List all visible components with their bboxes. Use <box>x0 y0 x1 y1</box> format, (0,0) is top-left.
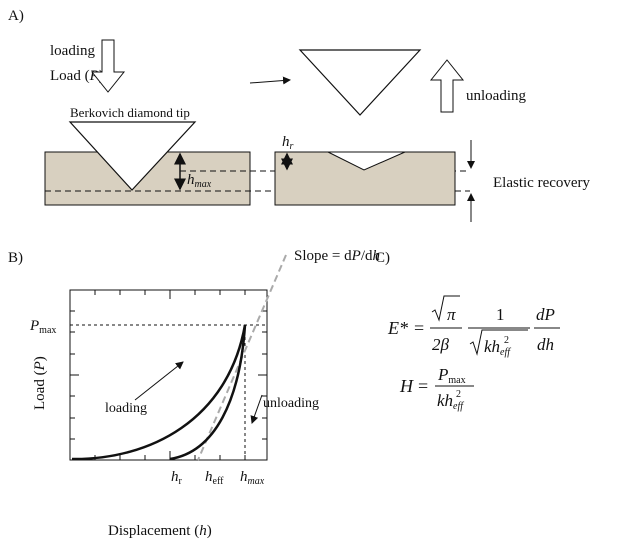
svg-text:kheff: kheff <box>437 391 464 412</box>
text-part: h <box>171 469 179 485</box>
transition-arrow <box>249 76 291 85</box>
x-axis-label: Displacement (h) <box>108 523 212 539</box>
hardness-equation: H = Pmax kheff 2 <box>399 365 474 412</box>
text-part: = <box>418 376 428 396</box>
tip-label: Berkovich diamond tip <box>70 105 190 120</box>
tip-raised <box>298 49 422 116</box>
h-r-tick: hr <box>171 469 183 487</box>
text-part: /d <box>361 248 373 264</box>
svg-text:Pmax: Pmax <box>437 365 466 386</box>
text-part: max <box>248 476 265 487</box>
residual-imprint <box>327 151 406 171</box>
text-part: ) <box>207 523 212 539</box>
text-part: kh <box>484 337 500 356</box>
text-part: r <box>179 476 183 487</box>
text-part: P <box>437 365 448 384</box>
text-part: eff <box>213 476 225 487</box>
text-part: 2 <box>504 335 509 346</box>
tip <box>68 121 197 191</box>
text-part: h <box>199 523 207 539</box>
h-max-tick: hmax <box>240 469 265 487</box>
text-part: kh <box>437 391 453 410</box>
up-arrow <box>429 59 465 113</box>
text-part: max <box>448 375 465 386</box>
loading-label: loading <box>105 401 147 416</box>
pmax-label: Pmax <box>29 318 56 336</box>
text-part: h <box>372 248 380 264</box>
text-part: eff <box>453 401 464 412</box>
text-part: max <box>195 179 212 190</box>
h-max-label: hmax <box>187 172 212 190</box>
unloading-label: unloading <box>263 396 319 411</box>
text-part: Load ( <box>50 68 90 84</box>
text-part: h <box>187 172 195 188</box>
kh: kheff <box>484 337 511 358</box>
text-part: P <box>351 248 361 264</box>
text-part: E* <box>387 318 408 338</box>
loading-curve <box>71 324 247 461</box>
h-r-label: hr <box>282 134 294 152</box>
text-part: 2β <box>432 335 450 354</box>
panel-label: C) <box>375 250 390 266</box>
text-part: π <box>447 305 456 324</box>
text-part: P <box>32 361 48 371</box>
text-part: h <box>205 469 213 485</box>
down-arrow <box>90 39 126 93</box>
text-part: dP <box>536 305 555 324</box>
unloading-curve <box>169 324 247 461</box>
text-part: h <box>282 134 290 150</box>
text-part: 2 <box>456 389 461 400</box>
unloading-arrow <box>250 394 263 424</box>
text-part: Load ( <box>32 370 48 410</box>
text-part: P <box>29 318 39 334</box>
unloading-label: unloading <box>466 88 526 104</box>
text-part: h <box>240 469 248 485</box>
h-eff-tick: heff <box>205 469 224 487</box>
modulus-equation: E* = π 2β 1 kheff 2 dP dh <box>387 295 560 358</box>
text-part: ) <box>32 356 48 361</box>
loading-arrow <box>134 361 184 401</box>
panel-label: B) <box>8 250 23 266</box>
ticks <box>70 290 267 460</box>
y-axis-label: Load (P) <box>32 356 48 410</box>
text-part: r <box>290 141 294 152</box>
text-part: P <box>89 68 99 84</box>
slope-label: Slope = dP/dh <box>294 248 380 264</box>
text-part: Displacement ( <box>108 523 199 539</box>
loading-label: loading <box>50 43 95 59</box>
text-part: H <box>399 376 414 396</box>
text-part: max <box>39 325 56 336</box>
elastic-recovery-label: Elastic recovery <box>493 175 591 191</box>
panel-label: A) <box>8 8 24 24</box>
text-part: dh <box>537 335 554 354</box>
text-part: eff <box>500 347 511 358</box>
text-part: = <box>414 318 424 338</box>
text-part: 1 <box>496 305 505 324</box>
text-part: Slope = d <box>294 248 352 264</box>
